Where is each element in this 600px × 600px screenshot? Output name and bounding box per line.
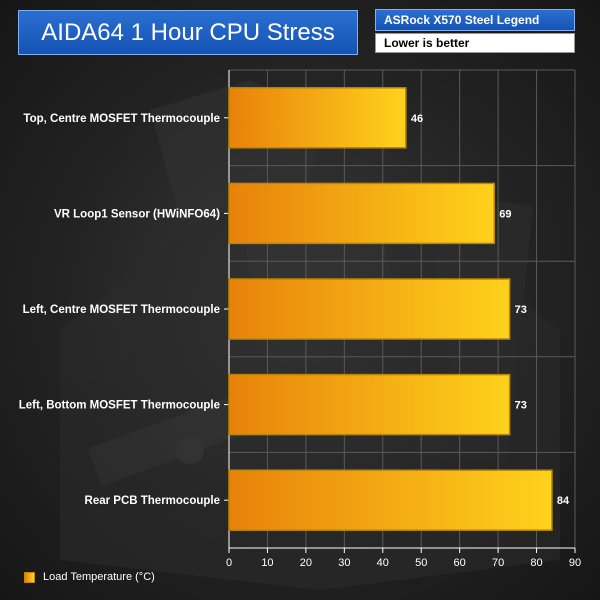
x-tick-label: 90	[569, 557, 581, 569]
category-label: Top, Centre MOSFET Thermocouple	[23, 113, 220, 125]
x-tick-label: 30	[338, 557, 350, 569]
bar	[228, 373, 511, 436]
x-tick-label: 0	[226, 557, 232, 569]
chart-title: AIDA64 1 Hour CPU Stress	[18, 10, 358, 55]
x-tick-label: 80	[530, 557, 542, 569]
bar	[228, 182, 496, 245]
data-label: 84	[557, 495, 570, 507]
lower-is-better-note: Lower is better	[375, 33, 575, 53]
category-label: VR Loop1 Sensor (HWiNFO64)	[54, 208, 220, 220]
x-tick-label: 70	[492, 557, 504, 569]
x-tick-label: 20	[300, 557, 312, 569]
legend-swatch	[24, 571, 35, 583]
data-label: 46	[411, 113, 423, 125]
category-label: Left, Centre MOSFET Thermocouple	[23, 304, 220, 316]
category-label: Rear PCB Thermocouple	[85, 495, 220, 507]
x-tick-label: 10	[261, 557, 273, 569]
bar	[228, 87, 407, 149]
x-tick-label: 60	[454, 557, 466, 569]
data-label: 73	[515, 400, 527, 412]
category-label: Left, Bottom MOSFET Thermocouple	[19, 400, 220, 412]
data-label: 69	[499, 208, 511, 220]
legend-label: Load Temperature (°C)	[43, 571, 155, 583]
board-name-label: ASRock X570 Steel Legend	[375, 9, 575, 31]
legend: Load Temperature (°C)	[24, 570, 155, 584]
data-label: 73	[515, 304, 527, 316]
bar	[228, 469, 553, 531]
x-tick-label: 50	[415, 557, 427, 569]
bar	[228, 278, 511, 340]
x-tick-label: 40	[377, 557, 389, 569]
